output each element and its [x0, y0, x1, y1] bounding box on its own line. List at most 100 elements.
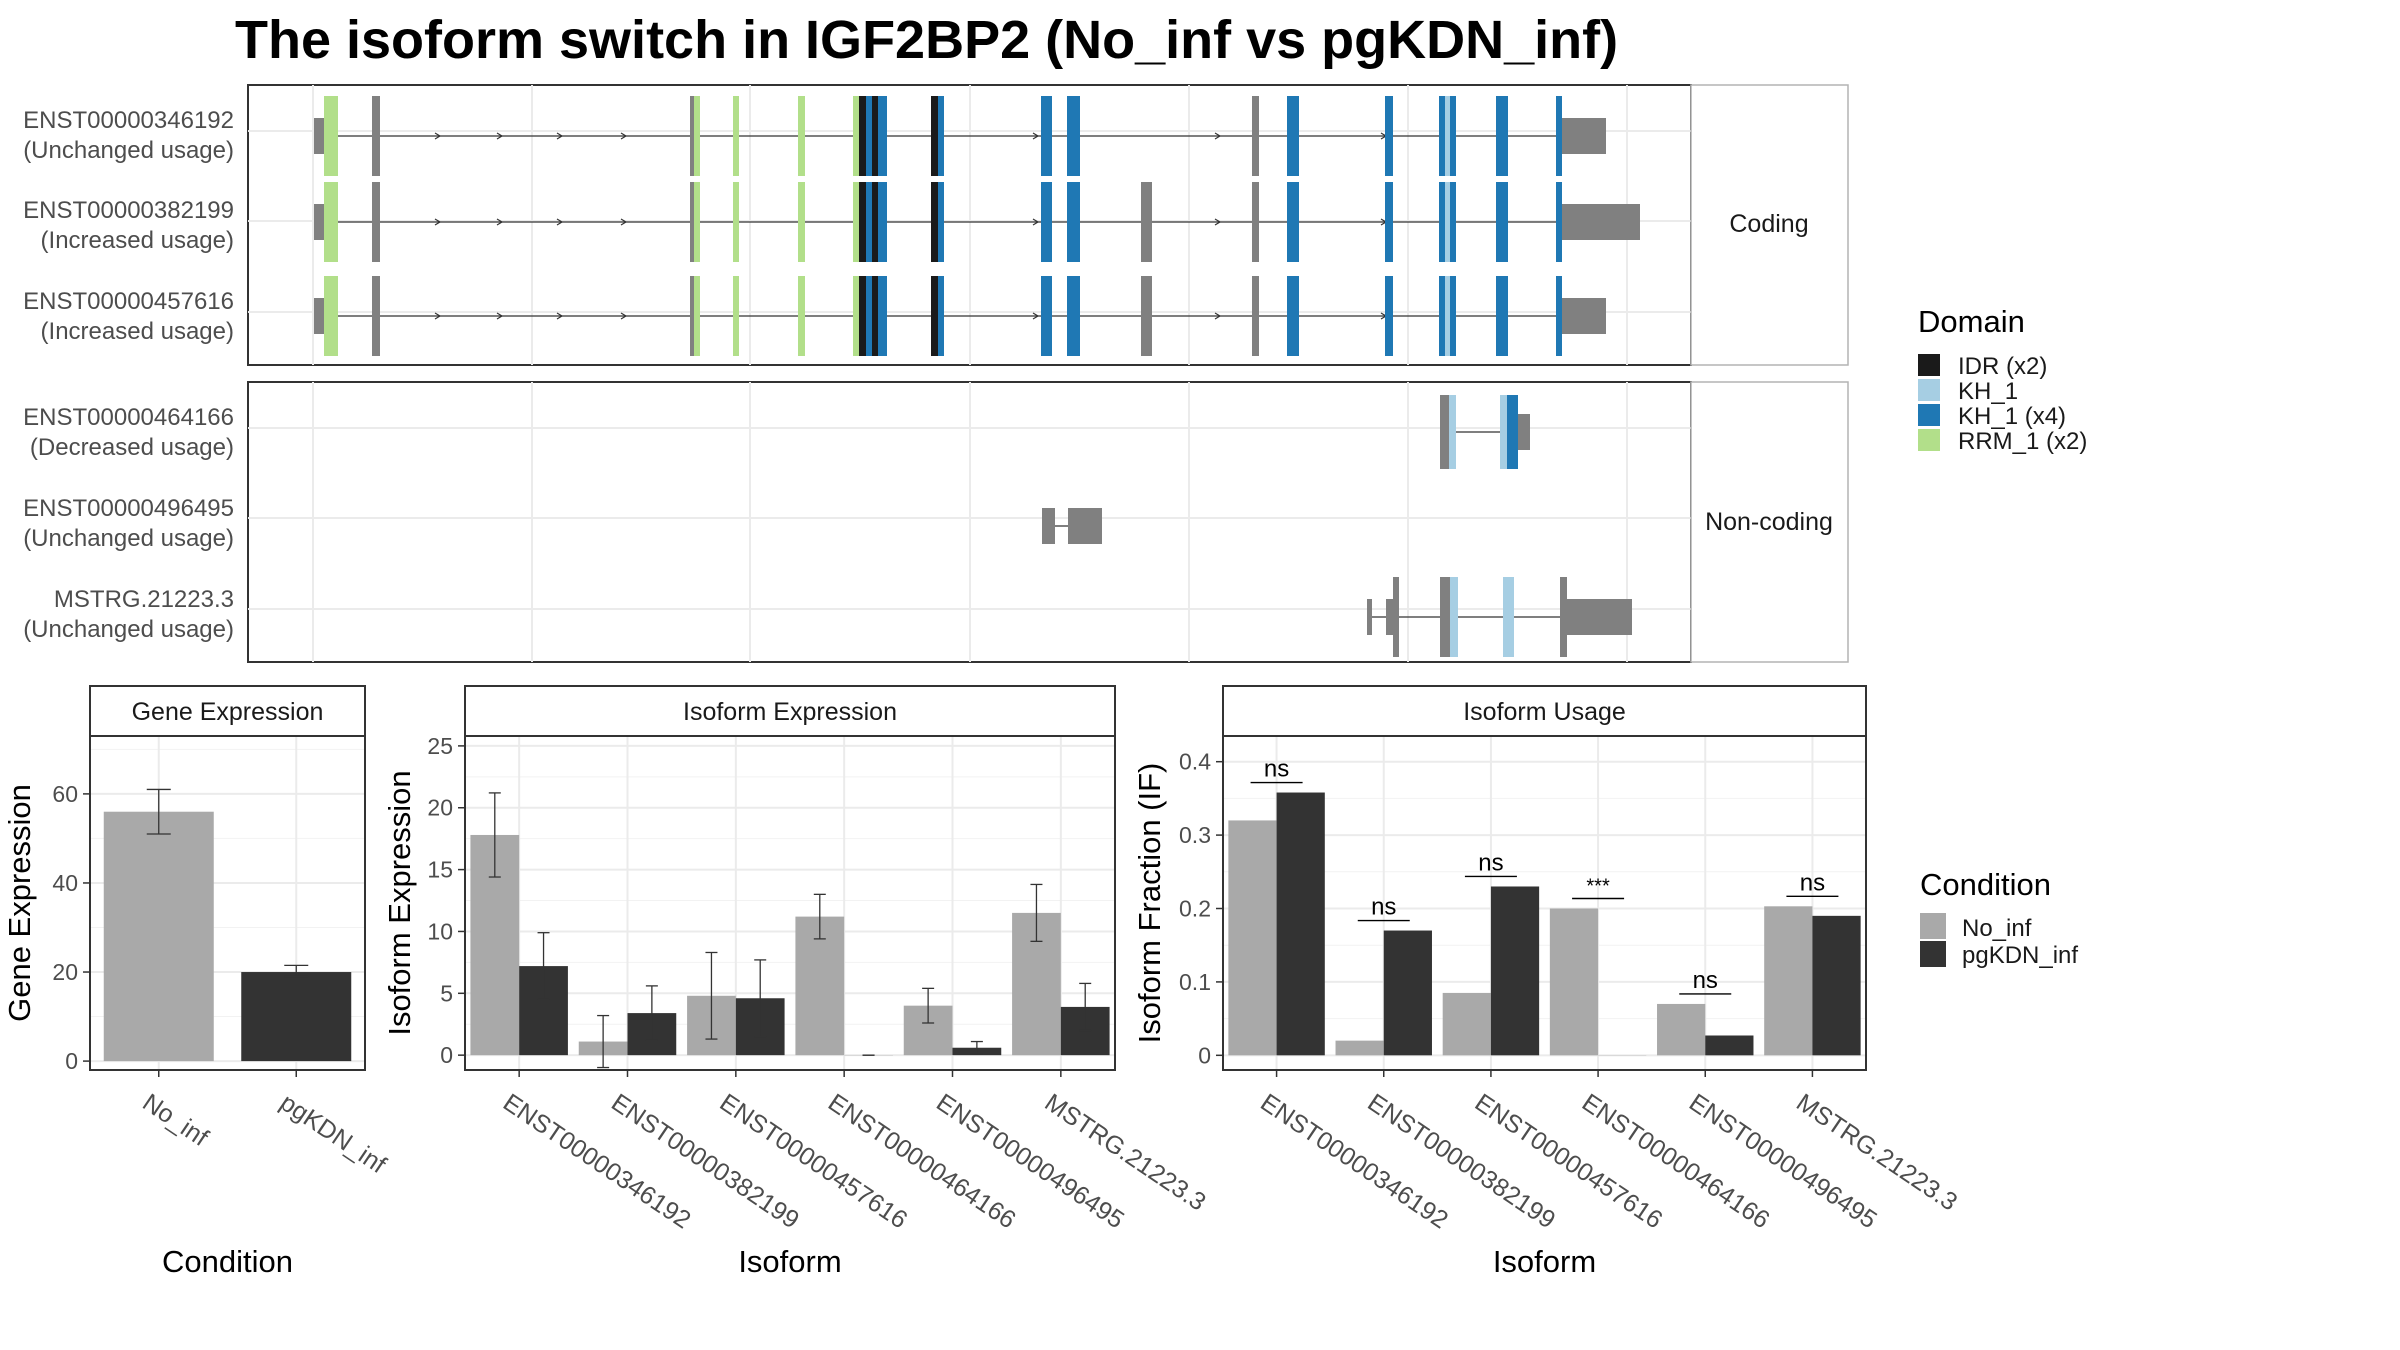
exon	[690, 182, 694, 262]
exon	[878, 96, 887, 176]
exon	[872, 276, 878, 356]
exon	[859, 182, 866, 262]
exon	[872, 96, 878, 176]
isoform-usage-label: (Increased usage)	[41, 227, 234, 254]
x-tick-label: ENST00000496495	[1684, 1088, 1882, 1234]
strand-arrow	[434, 312, 442, 320]
exon	[1439, 96, 1445, 176]
legend-label: pgKDN_inf	[1962, 942, 2078, 969]
strip-coding	[1690, 84, 1849, 366]
strand-arrow	[1214, 312, 1222, 320]
exon	[1556, 276, 1562, 356]
isoform-usage-label: (Increased usage)	[41, 318, 234, 345]
exon	[372, 276, 380, 356]
exon	[1067, 276, 1073, 356]
x-axis-title: Isoform	[738, 1244, 841, 1279]
exon	[1567, 599, 1632, 635]
x-tick-label: ENST00000464166	[823, 1088, 1021, 1234]
transcript-tracks	[314, 96, 1640, 356]
bar	[1335, 1040, 1384, 1056]
exon	[324, 96, 338, 176]
exon	[1445, 96, 1450, 176]
exon	[1385, 182, 1393, 262]
y-tick-label: 0.2	[1179, 896, 1211, 922]
legend-key-kh1	[1918, 379, 1940, 401]
x-tick-label: No_inf	[138, 1088, 214, 1152]
exon	[1440, 395, 1449, 469]
bar	[103, 811, 214, 1062]
x-tick-label: ENST00000382199	[1363, 1088, 1561, 1234]
legend-label: No_inf	[1962, 915, 2032, 942]
isoform-usage-label: (Unchanged usage)	[23, 137, 234, 164]
exon	[694, 96, 700, 176]
exon	[859, 276, 866, 356]
exon	[1068, 508, 1102, 544]
exon	[1385, 276, 1393, 356]
exon	[853, 182, 859, 262]
exon	[1556, 182, 1562, 262]
exon	[872, 182, 878, 262]
exon	[1440, 577, 1450, 657]
y-axis-title: Isoform Fraction (IF)	[1132, 763, 1167, 1044]
isoform-label: ENST00000346192	[23, 107, 234, 134]
significance-label: ns	[1371, 894, 1396, 921]
x-tick-label: ENST00000464166	[1577, 1088, 1775, 1234]
isoform-label: MSTRG.21223.3	[54, 586, 234, 613]
strand-arrow	[556, 132, 564, 140]
exon	[1252, 182, 1259, 262]
significance-label: ns	[1478, 849, 1503, 876]
y-axis-title: Isoform Expression	[382, 770, 417, 1035]
exon	[1041, 182, 1052, 262]
gene-expression-chart: Gene Expression 0 20 40 60 Gene Expression No_…	[2, 685, 391, 1279]
exon	[1496, 96, 1508, 176]
exon	[1067, 182, 1073, 262]
exon	[1500, 395, 1507, 469]
y-tick-label: 40	[52, 870, 78, 896]
isoform-expression-chart: Isoform Expression 0 5 10 15 20 25 Isoform Expr…	[382, 685, 1211, 1279]
exon	[1141, 182, 1152, 262]
bar	[1657, 1003, 1706, 1056]
strip-label-coding: Coding	[1729, 210, 1808, 238]
exon	[1386, 599, 1394, 635]
x-tick-label: pgKDN_inf	[275, 1088, 391, 1179]
significance-label: ns	[1693, 967, 1718, 994]
exon	[1449, 395, 1456, 469]
strip-title: Isoform Expression	[683, 698, 897, 726]
exon	[1252, 276, 1259, 356]
strip	[464, 685, 1116, 737]
x-tick-label: ENST00000457616	[1470, 1088, 1668, 1234]
y-axis-title: Gene Expression	[2, 784, 37, 1022]
exon	[1496, 276, 1508, 356]
strand-arrow	[1214, 132, 1222, 140]
strip-title: Gene Expression	[132, 698, 324, 726]
exon	[690, 96, 694, 176]
bar	[1549, 908, 1599, 1056]
legend-key-rrm1	[1918, 429, 1940, 451]
domain-legend-title: Domain	[1918, 304, 2025, 339]
exon	[690, 276, 694, 356]
exon	[1503, 577, 1514, 657]
exon	[938, 276, 944, 356]
y-tick-label: 0	[440, 1042, 453, 1068]
exon	[324, 276, 338, 356]
condition-legend: Condition No_inf pgKDN_inf	[1920, 867, 2078, 969]
x-tick-label: ENST00000382199	[606, 1088, 804, 1234]
exon	[1073, 96, 1080, 176]
exon	[324, 182, 338, 262]
strand-arrow	[496, 132, 504, 140]
exon	[853, 276, 859, 356]
exon	[1385, 96, 1393, 176]
exon	[931, 96, 938, 176]
strip-noncoding	[1690, 381, 1849, 663]
legend-key-kh1x4	[1918, 404, 1940, 426]
bar	[1705, 1035, 1754, 1056]
strand-arrow	[1032, 132, 1040, 140]
exon	[1287, 96, 1299, 176]
exon	[314, 204, 324, 240]
exon	[1367, 599, 1372, 635]
bar	[1812, 915, 1861, 1056]
strand-arrow	[496, 218, 504, 226]
y-tick-label: 0.1	[1179, 969, 1211, 995]
exon	[1450, 182, 1456, 262]
legend-label: IDR (x2)	[1958, 353, 2047, 380]
